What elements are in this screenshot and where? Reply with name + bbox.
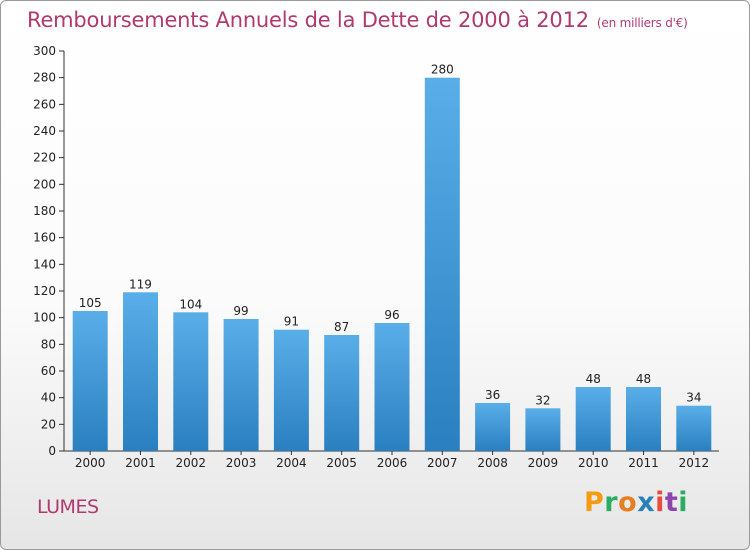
y-tick-label: 240 <box>33 124 56 138</box>
logo-letter: t <box>664 487 679 518</box>
bar <box>324 335 360 451</box>
y-tick-label: 300 <box>33 44 56 58</box>
y-tick-label: 80 <box>41 337 56 351</box>
bar <box>626 387 661 451</box>
bars <box>72 77 712 451</box>
y-tick-label: 120 <box>33 284 56 298</box>
bar <box>374 323 410 451</box>
x-tick-label: 2003 <box>226 456 257 470</box>
chart-title: Remboursements Annuels de la Dette de 20… <box>27 8 688 32</box>
data-label: 104 <box>179 297 202 311</box>
data-label: 32 <box>535 393 550 407</box>
y-tick-label: 60 <box>41 364 56 378</box>
logo-letter: x <box>637 487 656 518</box>
y-tick-label: 260 <box>33 97 56 111</box>
x-tick-label: 2009 <box>528 456 559 470</box>
bar <box>525 408 561 451</box>
x-tick-label: 2008 <box>477 456 508 470</box>
data-label: 280 <box>431 63 454 77</box>
bar <box>676 405 712 451</box>
data-label: 99 <box>233 304 248 318</box>
chart-title-text: Remboursements Annuels de la Dette de 20… <box>27 8 589 32</box>
x-tick-label: 2001 <box>125 456 156 470</box>
bar <box>123 292 158 451</box>
x-tick-label: 2007 <box>427 456 458 470</box>
logo-letter: r <box>604 487 619 518</box>
data-label: 48 <box>586 372 601 386</box>
proxiti-logo: Proxiti <box>584 487 688 518</box>
bar <box>72 311 108 451</box>
y-tick-label: 220 <box>33 151 56 165</box>
y-tick-label: 200 <box>33 177 56 191</box>
x-tick-label: 2011 <box>628 456 659 470</box>
y-tick-label: 140 <box>33 257 56 271</box>
commune-name: LUMES <box>37 496 99 518</box>
data-label: 105 <box>79 296 102 310</box>
x-tick-label: 2012 <box>679 456 710 470</box>
y-tick-label: 160 <box>33 231 56 245</box>
y-tick-label: 0 <box>48 444 56 458</box>
bar <box>424 77 460 451</box>
logo-letter: o <box>618 487 638 518</box>
x-tick-label: 2000 <box>75 456 106 470</box>
data-label: 36 <box>485 388 500 402</box>
x-tick-label: 2005 <box>326 456 357 470</box>
bar <box>575 387 611 451</box>
logo-letter: i <box>655 487 665 518</box>
bar <box>173 312 209 451</box>
data-label: 96 <box>384 308 399 322</box>
chart-unit: (en milliers d'€) <box>596 16 688 30</box>
x-tick-label: 2002 <box>175 456 206 470</box>
bar <box>223 319 259 451</box>
y-tick-label: 100 <box>33 311 56 325</box>
axes: 0 20 40 60 80 100 120 140 160 180 200 220 240 260 280 3… <box>33 44 719 470</box>
bar <box>273 329 309 451</box>
y-tick-label: 40 <box>41 391 56 405</box>
x-tick-label: 2010 <box>578 456 609 470</box>
x-tick-label: 2004 <box>276 456 307 470</box>
data-label: 48 <box>636 372 651 386</box>
bar <box>475 403 511 451</box>
logo-letter: i <box>678 487 689 518</box>
data-label: 34 <box>686 391 701 405</box>
y-tick-label: 20 <box>41 417 56 431</box>
y-tick-label: 280 <box>33 71 56 85</box>
logo-letter: P <box>584 487 605 518</box>
data-labels: 105 119 104 99 91 87 96 280 36 32 48 48 34 <box>79 63 702 408</box>
data-label: 119 <box>129 277 152 291</box>
data-label: 91 <box>284 315 299 329</box>
y-tick-label: 180 <box>33 204 56 218</box>
data-label: 87 <box>334 320 349 334</box>
x-tick-label: 2006 <box>377 456 408 470</box>
